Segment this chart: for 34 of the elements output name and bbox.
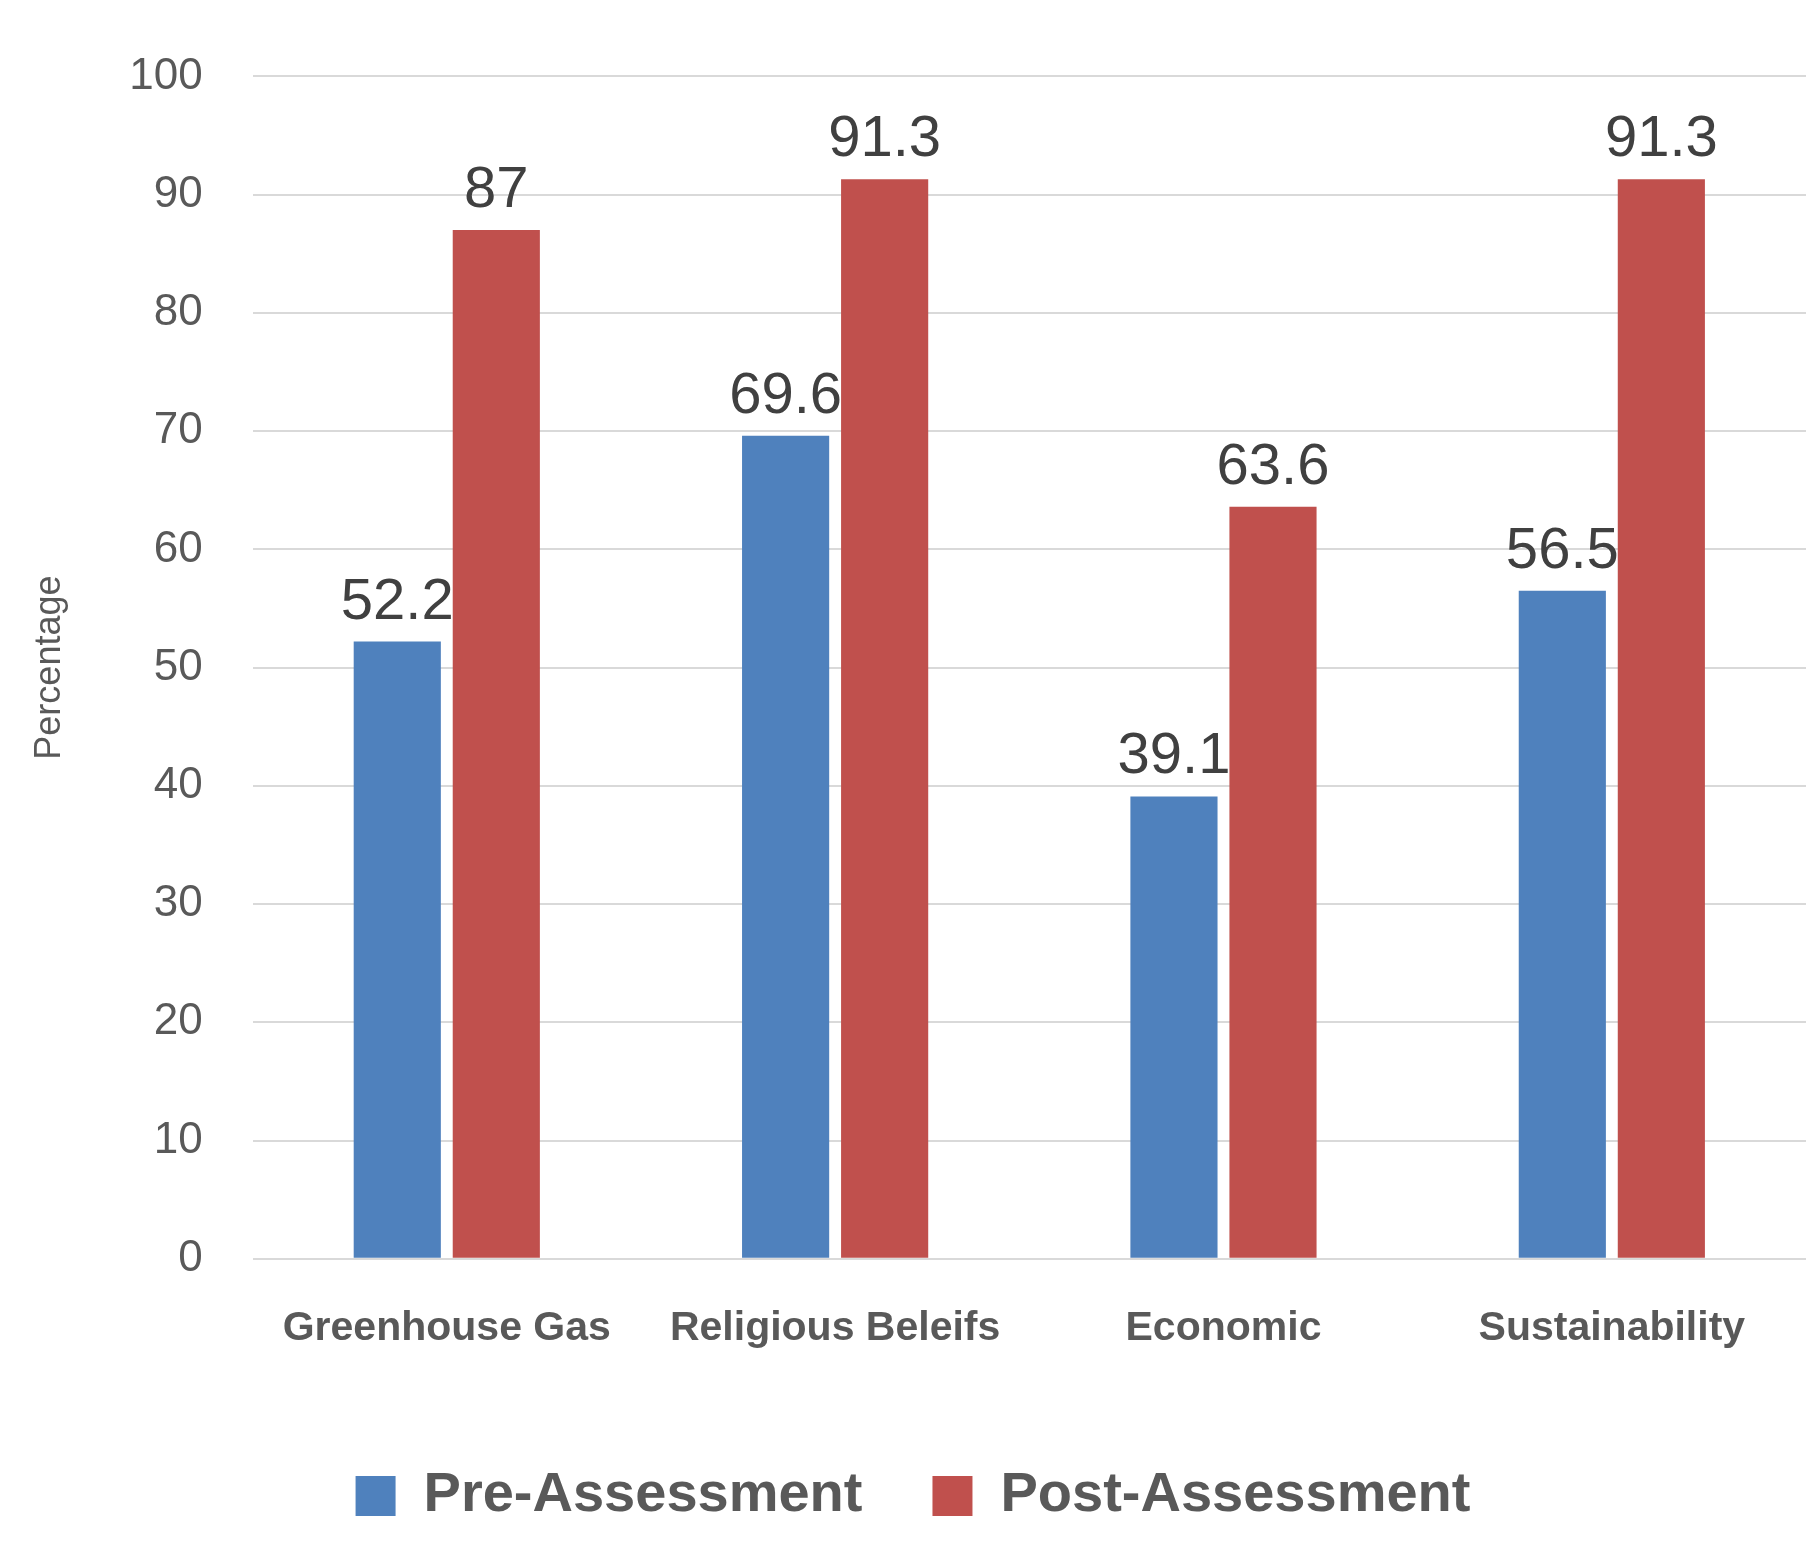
bar — [452, 230, 540, 1258]
y-tick-label: 80 — [153, 285, 203, 335]
y-tick-label: 60 — [153, 521, 203, 571]
x-tick-label: Religious Beleifs — [669, 1302, 1001, 1349]
y-tick-label: 10 — [153, 1112, 203, 1162]
y-tick-label: 100 — [129, 48, 203, 98]
y-tick-label: 20 — [153, 994, 203, 1044]
bar — [1229, 506, 1317, 1258]
data-label: 63.6 — [1216, 430, 1330, 496]
data-label: 39.1 — [1117, 720, 1231, 786]
x-tick-label: Sustainability — [1478, 1302, 1746, 1349]
legend-label: Post-Assessment — [1000, 1460, 1471, 1524]
bar — [1130, 796, 1218, 1258]
y-tick-label: 0 — [178, 1230, 203, 1280]
legend-label: Pre-Assessment — [423, 1460, 863, 1524]
bar — [1617, 179, 1705, 1258]
data-label: 87 — [464, 154, 529, 220]
y-tick-label: 50 — [153, 639, 203, 689]
data-label: 56.5 — [1505, 514, 1619, 580]
y-tick-label: 90 — [153, 166, 203, 216]
data-label: 91.3 — [828, 103, 942, 169]
bar — [841, 179, 929, 1258]
data-label: 91.3 — [1604, 103, 1718, 169]
bar — [1518, 590, 1606, 1258]
data-label: 69.6 — [729, 359, 843, 425]
y-tick-label: 70 — [153, 403, 203, 453]
bar — [742, 435, 830, 1258]
data-label: 52.2 — [340, 565, 454, 631]
y-tick-label: 40 — [153, 757, 203, 807]
y-tick-label: 30 — [153, 876, 203, 926]
bar — [353, 641, 441, 1258]
x-tick-label: Greenhouse Gas — [282, 1302, 611, 1349]
y-axis-title: Percentage — [26, 575, 68, 760]
x-tick-label: Economic — [1125, 1302, 1322, 1349]
